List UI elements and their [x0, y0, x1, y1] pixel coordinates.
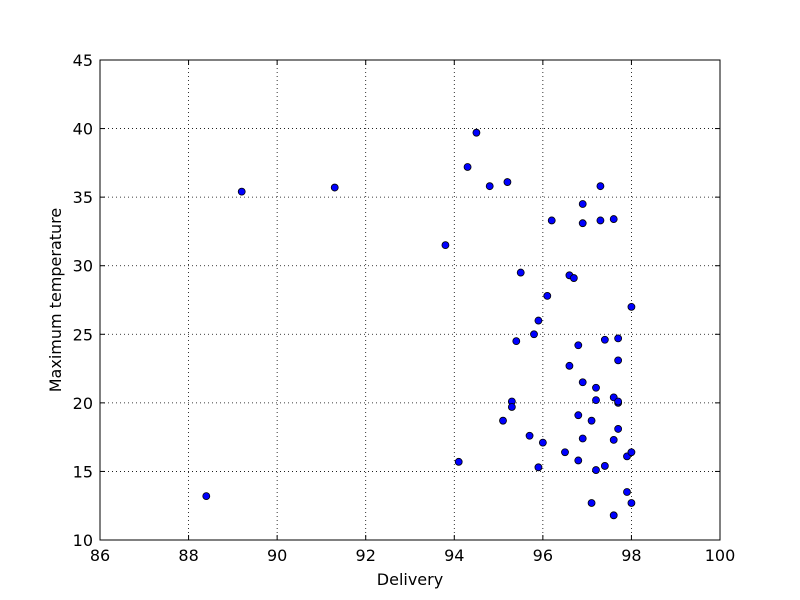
data-point — [441, 241, 450, 250]
data-point — [512, 337, 521, 346]
data-point — [499, 416, 507, 425]
data-point — [202, 492, 211, 501]
data-point — [534, 316, 543, 325]
data-point — [600, 462, 609, 470]
data-point — [574, 411, 583, 420]
data-point — [543, 291, 552, 300]
data-point — [574, 456, 583, 465]
data-point — [578, 219, 587, 228]
data-point — [538, 438, 547, 447]
y-tick-label: 45 — [73, 51, 93, 70]
y-tick-label: 20 — [73, 394, 93, 413]
data-point — [592, 466, 600, 474]
y-tick-label: 10 — [73, 531, 93, 550]
data-point — [578, 434, 587, 443]
data-point — [561, 448, 569, 457]
data-point — [592, 396, 600, 405]
data-point — [569, 274, 578, 282]
data-point — [503, 178, 512, 186]
data-point — [609, 435, 618, 444]
data-point — [507, 403, 516, 411]
data-point — [534, 463, 543, 472]
data-point — [614, 425, 623, 433]
y-tick-label: 15 — [73, 462, 93, 481]
data-point — [547, 216, 556, 225]
data-point — [614, 397, 623, 406]
x-tick-label: 86 — [90, 546, 110, 565]
data-point — [627, 448, 636, 457]
axis-ticks: 86 88 90 92 94 96 98 100 10 15 20 25 30 35 40 45 — [73, 51, 736, 565]
x-tick-label: 94 — [444, 546, 464, 565]
data-point — [330, 183, 339, 192]
data-point — [600, 335, 609, 344]
y-tick-label: 40 — [73, 120, 93, 139]
data-point — [578, 200, 587, 208]
data-point — [587, 416, 596, 425]
data-point — [627, 499, 636, 507]
data-point — [565, 361, 574, 370]
data-point — [454, 457, 463, 466]
data-point — [525, 431, 534, 440]
data-point — [592, 383, 600, 392]
data-point — [516, 268, 525, 277]
data-point — [614, 356, 623, 365]
data-point — [578, 378, 587, 387]
y-axis-label: Maximum temperature — [46, 208, 65, 393]
data-point — [609, 215, 618, 223]
x-tick-label: 92 — [356, 546, 376, 565]
x-tick-label: 98 — [621, 546, 641, 565]
data-point — [627, 302, 636, 311]
y-tick-label: 30 — [73, 257, 93, 276]
data-point — [614, 334, 623, 343]
x-axis-label: Delivery — [377, 570, 443, 589]
data-point — [609, 511, 618, 520]
data-point — [237, 187, 246, 196]
data-point — [596, 216, 605, 225]
data-point — [574, 341, 583, 350]
data-point — [463, 163, 472, 171]
data-point — [472, 128, 481, 137]
y-tick-label: 35 — [73, 188, 93, 207]
x-tick-label: 90 — [267, 546, 287, 565]
x-tick-label: 88 — [178, 546, 198, 565]
x-tick-label: 96 — [533, 546, 553, 565]
data-point — [623, 488, 631, 496]
data-point — [530, 330, 538, 339]
data-point — [587, 499, 596, 507]
x-tick-label: 100 — [705, 546, 736, 565]
plot-frame — [99, 59, 721, 541]
y-tick-label: 25 — [73, 325, 93, 344]
data-point — [485, 182, 494, 191]
data-points — [202, 128, 636, 520]
data-point — [596, 182, 605, 191]
